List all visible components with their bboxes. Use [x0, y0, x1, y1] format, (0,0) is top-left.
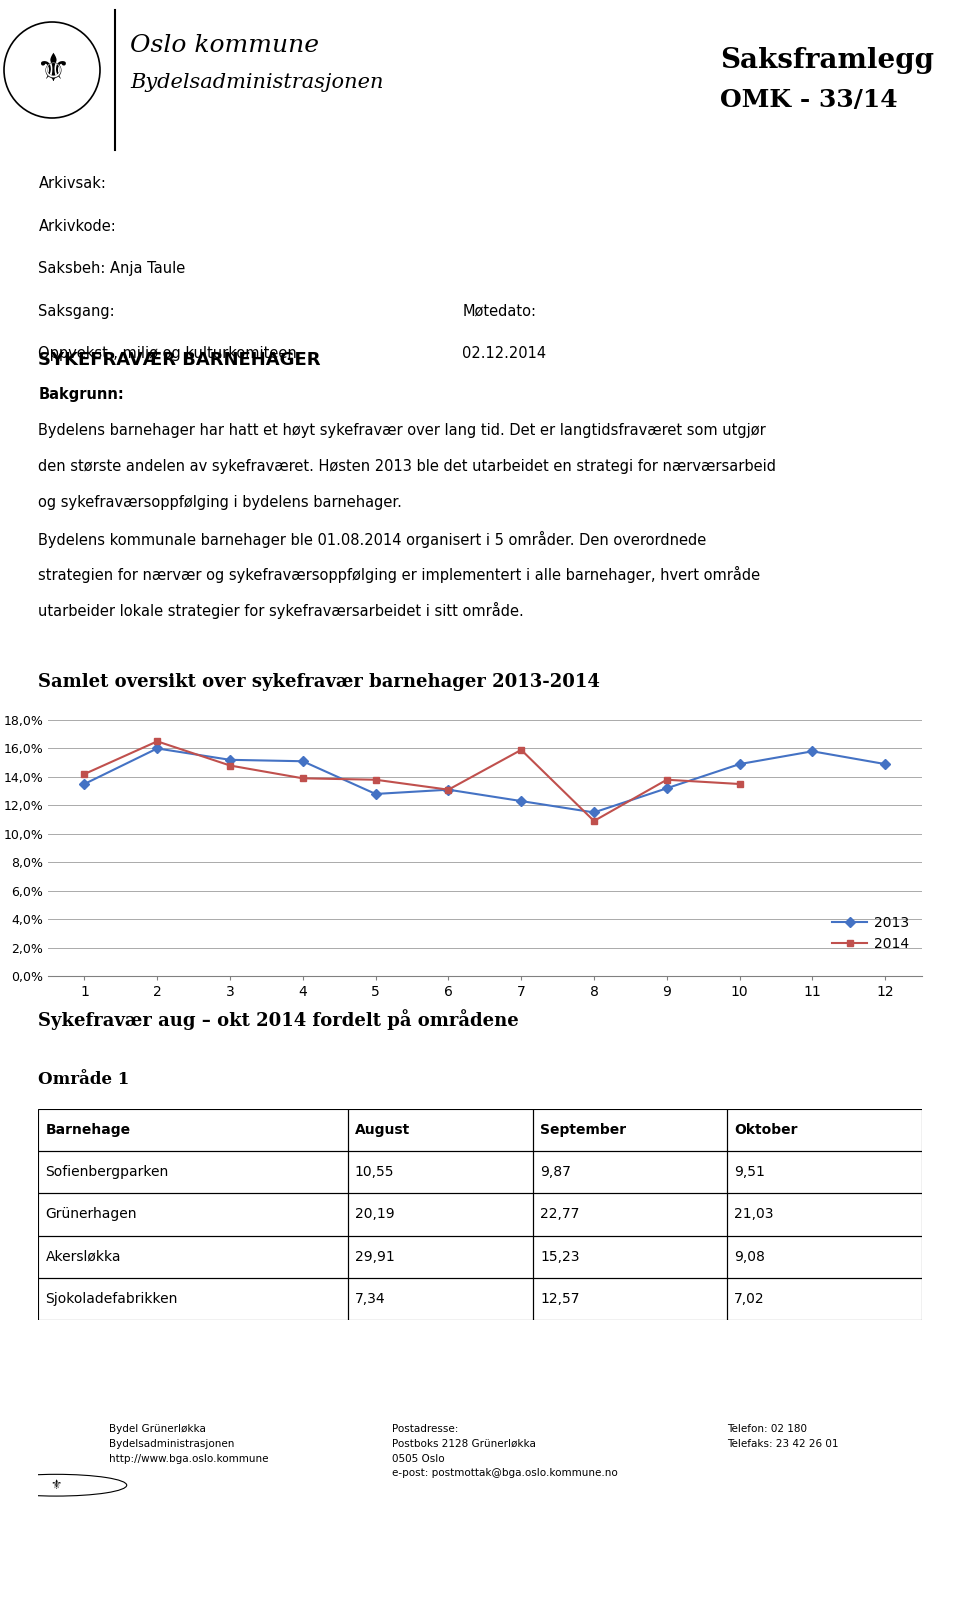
2014	[152, 731, 163, 750]
Text: 15,23: 15,23	[540, 1250, 580, 1264]
Text: Arkivsak:: Arkivsak:	[38, 176, 107, 190]
2013	[879, 755, 891, 774]
Text: 02.12.2014: 02.12.2014	[463, 346, 546, 362]
Text: Oslo kommune: Oslo kommune	[130, 34, 319, 56]
Text: 22,77: 22,77	[540, 1208, 580, 1221]
Text: Arkivkode:: Arkivkode:	[38, 219, 116, 234]
Text: Sykefravær aug – okt 2014 fordelt på områdene: Sykefravær aug – okt 2014 fordelt på omr…	[38, 1008, 519, 1030]
Text: Samlet oversikt over sykefravær barnehager 2013-2014: Samlet oversikt over sykefravær barnehag…	[38, 672, 600, 691]
Text: og sykefraværsoppfølging i bydelens barnehager.: og sykefraværsoppfølging i bydelens barn…	[38, 494, 402, 510]
Bar	[728, 1194, 922, 1235]
Text: 12,57: 12,57	[540, 1291, 580, 1306]
Bar	[728, 1150, 922, 1194]
2013	[79, 774, 90, 794]
Text: Bydel Grünerløkka
Bydelsadministrasjonen
http://www.bga.oslo.kommune: Bydel Grünerløkka Bydelsadministrasjonen…	[109, 1424, 269, 1464]
Line: 2014: 2014	[81, 738, 743, 824]
2014	[225, 755, 236, 774]
Text: Saksgang:: Saksgang:	[38, 304, 115, 318]
2013	[152, 739, 163, 758]
Text: Oktober: Oktober	[734, 1123, 798, 1138]
Legend: 2013, 2014: 2013, 2014	[827, 910, 915, 957]
Line: 2013: 2013	[81, 746, 889, 816]
Text: Akersløkka: Akersløkka	[45, 1250, 121, 1264]
Text: Bydelens kommunale barnehager ble 01.08.2014 organisert i 5 områder. Den overord: Bydelens kommunale barnehager ble 01.08.…	[38, 531, 707, 547]
Bar	[533, 1150, 728, 1194]
Text: strategien for nærvær og sykefraværsoppfølging er implementert i alle barnehager: strategien for nærvær og sykefraværsoppf…	[38, 566, 760, 584]
Text: 20,19: 20,19	[354, 1208, 395, 1221]
2014	[588, 811, 600, 830]
2013	[297, 752, 308, 771]
Text: Grünerhagen: Grünerhagen	[45, 1208, 137, 1221]
Text: ⚜: ⚜	[35, 51, 69, 90]
2013	[516, 792, 527, 811]
Bar	[38, 1194, 348, 1235]
Text: Bydelens barnehager har hatt et høyt sykefravær over lang tid. Det er langtidsfr: Bydelens barnehager har hatt et høyt syk…	[38, 422, 766, 438]
Bar	[38, 1109, 348, 1150]
2014	[297, 768, 308, 787]
Text: 9,87: 9,87	[540, 1165, 571, 1179]
Text: OMK - 33/14: OMK - 33/14	[720, 88, 898, 112]
Bar	[533, 1194, 728, 1235]
Text: Bydelsadministrasjonen: Bydelsadministrasjonen	[130, 72, 383, 91]
Text: Oppvekst-, miljø og kulturkomiteen: Oppvekst-, miljø og kulturkomiteen	[38, 346, 298, 362]
Bar	[533, 1109, 728, 1150]
Text: Saksbeh: Anja Taule: Saksbeh: Anja Taule	[38, 261, 185, 277]
Bar	[348, 1194, 533, 1235]
Text: Bakgrunn:: Bakgrunn:	[38, 387, 124, 402]
2013	[225, 750, 236, 770]
Text: Sjokoladefabrikken: Sjokoladefabrikken	[45, 1291, 178, 1306]
Bar	[348, 1235, 533, 1278]
Text: August: August	[354, 1123, 410, 1138]
Bar	[348, 1150, 533, 1194]
Text: utarbeider lokale strategier for sykefraværsarbeidet i sitt område.: utarbeider lokale strategier for sykefra…	[38, 602, 524, 619]
Bar	[38, 1235, 348, 1278]
Bar	[728, 1235, 922, 1278]
Text: 9,08: 9,08	[734, 1250, 765, 1264]
Text: den største andelen av sykefraværet. Høsten 2013 ble det utarbeidet en strategi : den største andelen av sykefraværet. Høs…	[38, 459, 777, 474]
2014	[79, 765, 90, 784]
Bar	[728, 1109, 922, 1150]
Text: Telefon: 02 180
Telefaks: 23 42 26 01: Telefon: 02 180 Telefaks: 23 42 26 01	[728, 1424, 839, 1450]
Bar	[533, 1278, 728, 1320]
Bar	[348, 1109, 533, 1150]
Text: SYKEFRAVÆR BARNEHAGER: SYKEFRAVÆR BARNEHAGER	[38, 350, 321, 370]
Text: 29,91: 29,91	[354, 1250, 395, 1264]
Text: Saksframlegg: Saksframlegg	[720, 46, 934, 74]
2014	[443, 781, 454, 800]
Bar	[728, 1278, 922, 1320]
2013	[443, 781, 454, 800]
Bar	[348, 1278, 533, 1320]
2013	[370, 784, 381, 803]
Text: ⚜: ⚜	[51, 1478, 61, 1491]
2013	[588, 803, 600, 822]
2013	[806, 742, 818, 762]
Text: 21,03: 21,03	[734, 1208, 774, 1221]
Text: 7,02: 7,02	[734, 1291, 765, 1306]
2013	[733, 755, 745, 774]
Text: September: September	[540, 1123, 626, 1138]
Bar	[38, 1150, 348, 1194]
Text: 10,55: 10,55	[354, 1165, 395, 1179]
2014	[733, 774, 745, 794]
Text: Møtedato:: Møtedato:	[463, 304, 537, 318]
Text: 9,51: 9,51	[734, 1165, 765, 1179]
Bar	[38, 1278, 348, 1320]
Text: Postadresse:
Postboks 2128 Grünerløkka
0505 Oslo
e-post: postmottak@bga.oslo.kom: Postadresse: Postboks 2128 Grünerløkka 0…	[392, 1424, 617, 1478]
Text: Sofienbergparken: Sofienbergparken	[45, 1165, 169, 1179]
Text: 7,34: 7,34	[354, 1291, 385, 1306]
2013	[661, 779, 673, 798]
2014	[370, 770, 381, 789]
Text: Område 1: Område 1	[38, 1072, 130, 1088]
2014	[661, 770, 673, 789]
Bar	[533, 1235, 728, 1278]
Text: Barnehage: Barnehage	[45, 1123, 131, 1138]
2014	[516, 741, 527, 760]
